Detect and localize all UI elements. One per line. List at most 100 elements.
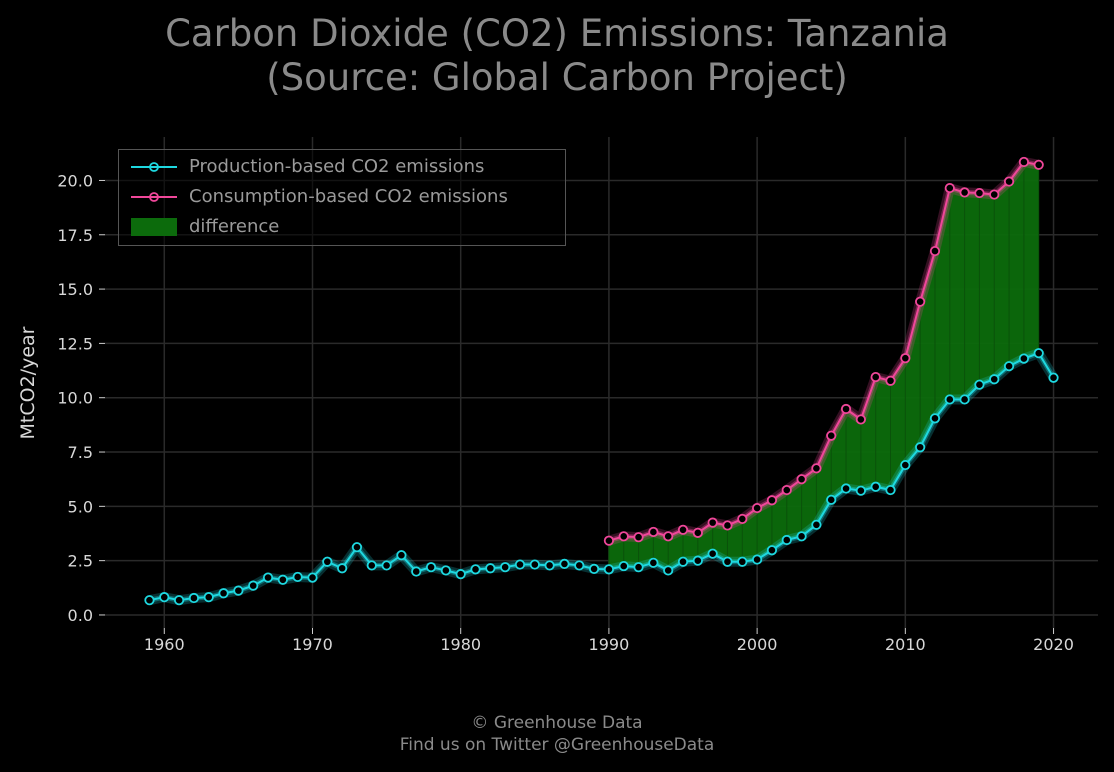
consumption-point bbox=[618, 531, 629, 542]
production-point bbox=[233, 585, 244, 596]
consumption-point bbox=[915, 296, 926, 307]
production-point bbox=[529, 559, 540, 570]
consumption-point bbox=[885, 375, 896, 386]
production-point bbox=[900, 459, 911, 471]
production-point bbox=[455, 569, 466, 580]
production-point bbox=[944, 394, 955, 405]
production-point bbox=[915, 442, 926, 453]
production-point bbox=[974, 379, 985, 390]
consumption-point bbox=[989, 189, 1000, 200]
legend-swatch-difference bbox=[131, 218, 177, 236]
consumption-point bbox=[633, 532, 644, 543]
production-point bbox=[663, 565, 674, 576]
production-point bbox=[203, 592, 214, 603]
production-point bbox=[722, 556, 733, 567]
legend-item-production: Production-based CO2 emissions bbox=[119, 152, 565, 182]
production-point bbox=[366, 560, 377, 571]
production-point bbox=[277, 574, 288, 585]
production-point bbox=[500, 562, 511, 573]
consumption-point bbox=[974, 187, 985, 199]
y-tick-label: 15.0 bbox=[57, 280, 93, 299]
consumption-point bbox=[900, 353, 911, 364]
production-point bbox=[692, 555, 703, 566]
production-point bbox=[485, 563, 496, 574]
production-point bbox=[574, 560, 585, 571]
production-point bbox=[337, 563, 348, 574]
consumption-point bbox=[707, 517, 718, 528]
production-point bbox=[470, 564, 481, 575]
production-point bbox=[248, 580, 259, 591]
chart-title-line2: (Source: Global Carbon Project) bbox=[266, 56, 848, 99]
legend-item-difference: difference bbox=[119, 212, 565, 242]
production-point bbox=[411, 566, 422, 577]
production-point bbox=[989, 374, 1000, 385]
y-tick-label: 12.5 bbox=[57, 334, 93, 353]
consumption-point bbox=[870, 371, 881, 383]
production-point bbox=[396, 550, 407, 561]
consumption-point bbox=[959, 187, 970, 198]
x-tick-label: 1990 bbox=[589, 635, 630, 654]
production-point bbox=[796, 531, 807, 542]
y-tick-label: 0.0 bbox=[68, 606, 93, 625]
production-point bbox=[425, 562, 437, 573]
production-point bbox=[811, 519, 822, 530]
series-layer bbox=[144, 156, 1059, 606]
production-point bbox=[737, 556, 748, 567]
consumption-point bbox=[752, 502, 763, 514]
production-point bbox=[144, 595, 155, 606]
consumption-point bbox=[781, 484, 792, 496]
consumption-point bbox=[811, 463, 822, 474]
production-point bbox=[188, 592, 200, 604]
y-tick-label: 17.5 bbox=[57, 226, 93, 245]
consumption-point bbox=[737, 513, 748, 525]
consumption-point bbox=[663, 531, 674, 542]
footer-twitter: Find us on Twitter @GreenhouseData bbox=[399, 735, 715, 755]
production-point bbox=[885, 484, 896, 496]
axis-layer: 1960 1970 1980 1990 2000 2010 2020 0.0 2.5 5.0 7.5… bbox=[57, 171, 1074, 654]
production-point bbox=[840, 483, 852, 494]
production-point bbox=[633, 562, 644, 573]
consumption-point bbox=[826, 430, 837, 441]
x-tick-label: 2000 bbox=[737, 635, 778, 654]
production-point bbox=[603, 564, 615, 575]
production-point bbox=[174, 595, 185, 606]
production-point bbox=[870, 481, 881, 492]
production-point bbox=[218, 588, 229, 599]
legend-label-difference: difference bbox=[189, 216, 280, 237]
production-point bbox=[959, 394, 970, 405]
consumption-point bbox=[1018, 156, 1029, 168]
production-point bbox=[351, 542, 363, 553]
production-point bbox=[707, 548, 718, 559]
x-tick-label: 2010 bbox=[885, 635, 926, 654]
y-axis-label: MtCO2/year bbox=[17, 326, 39, 440]
consumption-point bbox=[929, 245, 941, 257]
legend-swatch-consumption bbox=[131, 192, 177, 202]
production-point bbox=[1033, 348, 1044, 359]
production-point bbox=[618, 560, 629, 572]
x-tick-label: 1970 bbox=[292, 635, 333, 654]
production-point bbox=[766, 545, 778, 556]
consumption-point bbox=[1003, 176, 1015, 187]
legend-swatch-production bbox=[131, 162, 177, 172]
production-point bbox=[855, 485, 866, 496]
production-point bbox=[292, 571, 303, 583]
y-tick-label: 7.5 bbox=[68, 443, 93, 462]
consumption-point bbox=[855, 414, 866, 425]
y-tick-label: 5.0 bbox=[68, 497, 93, 516]
production-point bbox=[1048, 372, 1059, 383]
production-point bbox=[826, 494, 837, 505]
production-point bbox=[159, 592, 170, 603]
production-point bbox=[262, 572, 274, 583]
legend-label-consumption: Consumption-based CO2 emissions bbox=[189, 186, 508, 207]
consumption-point bbox=[766, 495, 778, 506]
consumption-point bbox=[1033, 159, 1044, 170]
production-point bbox=[677, 556, 689, 567]
production-point bbox=[1003, 361, 1015, 372]
y-tick-label: 20.0 bbox=[57, 171, 93, 190]
legend-item-consumption: Consumption-based CO2 emissions bbox=[119, 182, 565, 212]
production-point bbox=[559, 558, 570, 570]
x-tick-label: 1980 bbox=[440, 635, 481, 654]
consumption-point bbox=[944, 182, 955, 194]
legend: Production-based CO2 emissions Consumpti… bbox=[118, 149, 566, 246]
